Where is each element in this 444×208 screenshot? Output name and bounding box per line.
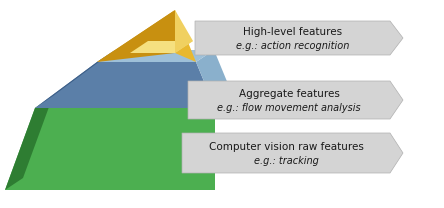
Polygon shape: [5, 96, 53, 190]
Polygon shape: [195, 21, 403, 55]
Text: Computer vision raw features: Computer vision raw features: [209, 142, 364, 152]
Text: e.g.: action recognition: e.g.: action recognition: [236, 41, 349, 51]
Polygon shape: [35, 96, 233, 108]
Polygon shape: [130, 41, 193, 53]
Polygon shape: [97, 10, 175, 62]
Text: Aggregate features: Aggregate features: [238, 89, 339, 99]
Polygon shape: [35, 50, 115, 108]
Polygon shape: [175, 10, 196, 62]
Text: e.g.: flow movement analysis: e.g.: flow movement analysis: [217, 103, 361, 113]
Polygon shape: [97, 10, 175, 62]
Polygon shape: [182, 133, 403, 173]
Polygon shape: [35, 62, 215, 108]
Text: e.g.: tracking: e.g.: tracking: [254, 156, 318, 166]
Polygon shape: [188, 81, 403, 119]
Polygon shape: [97, 50, 214, 62]
Text: High-level features: High-level features: [243, 27, 342, 37]
Polygon shape: [196, 50, 233, 108]
Polygon shape: [5, 108, 215, 190]
Polygon shape: [175, 10, 193, 53]
